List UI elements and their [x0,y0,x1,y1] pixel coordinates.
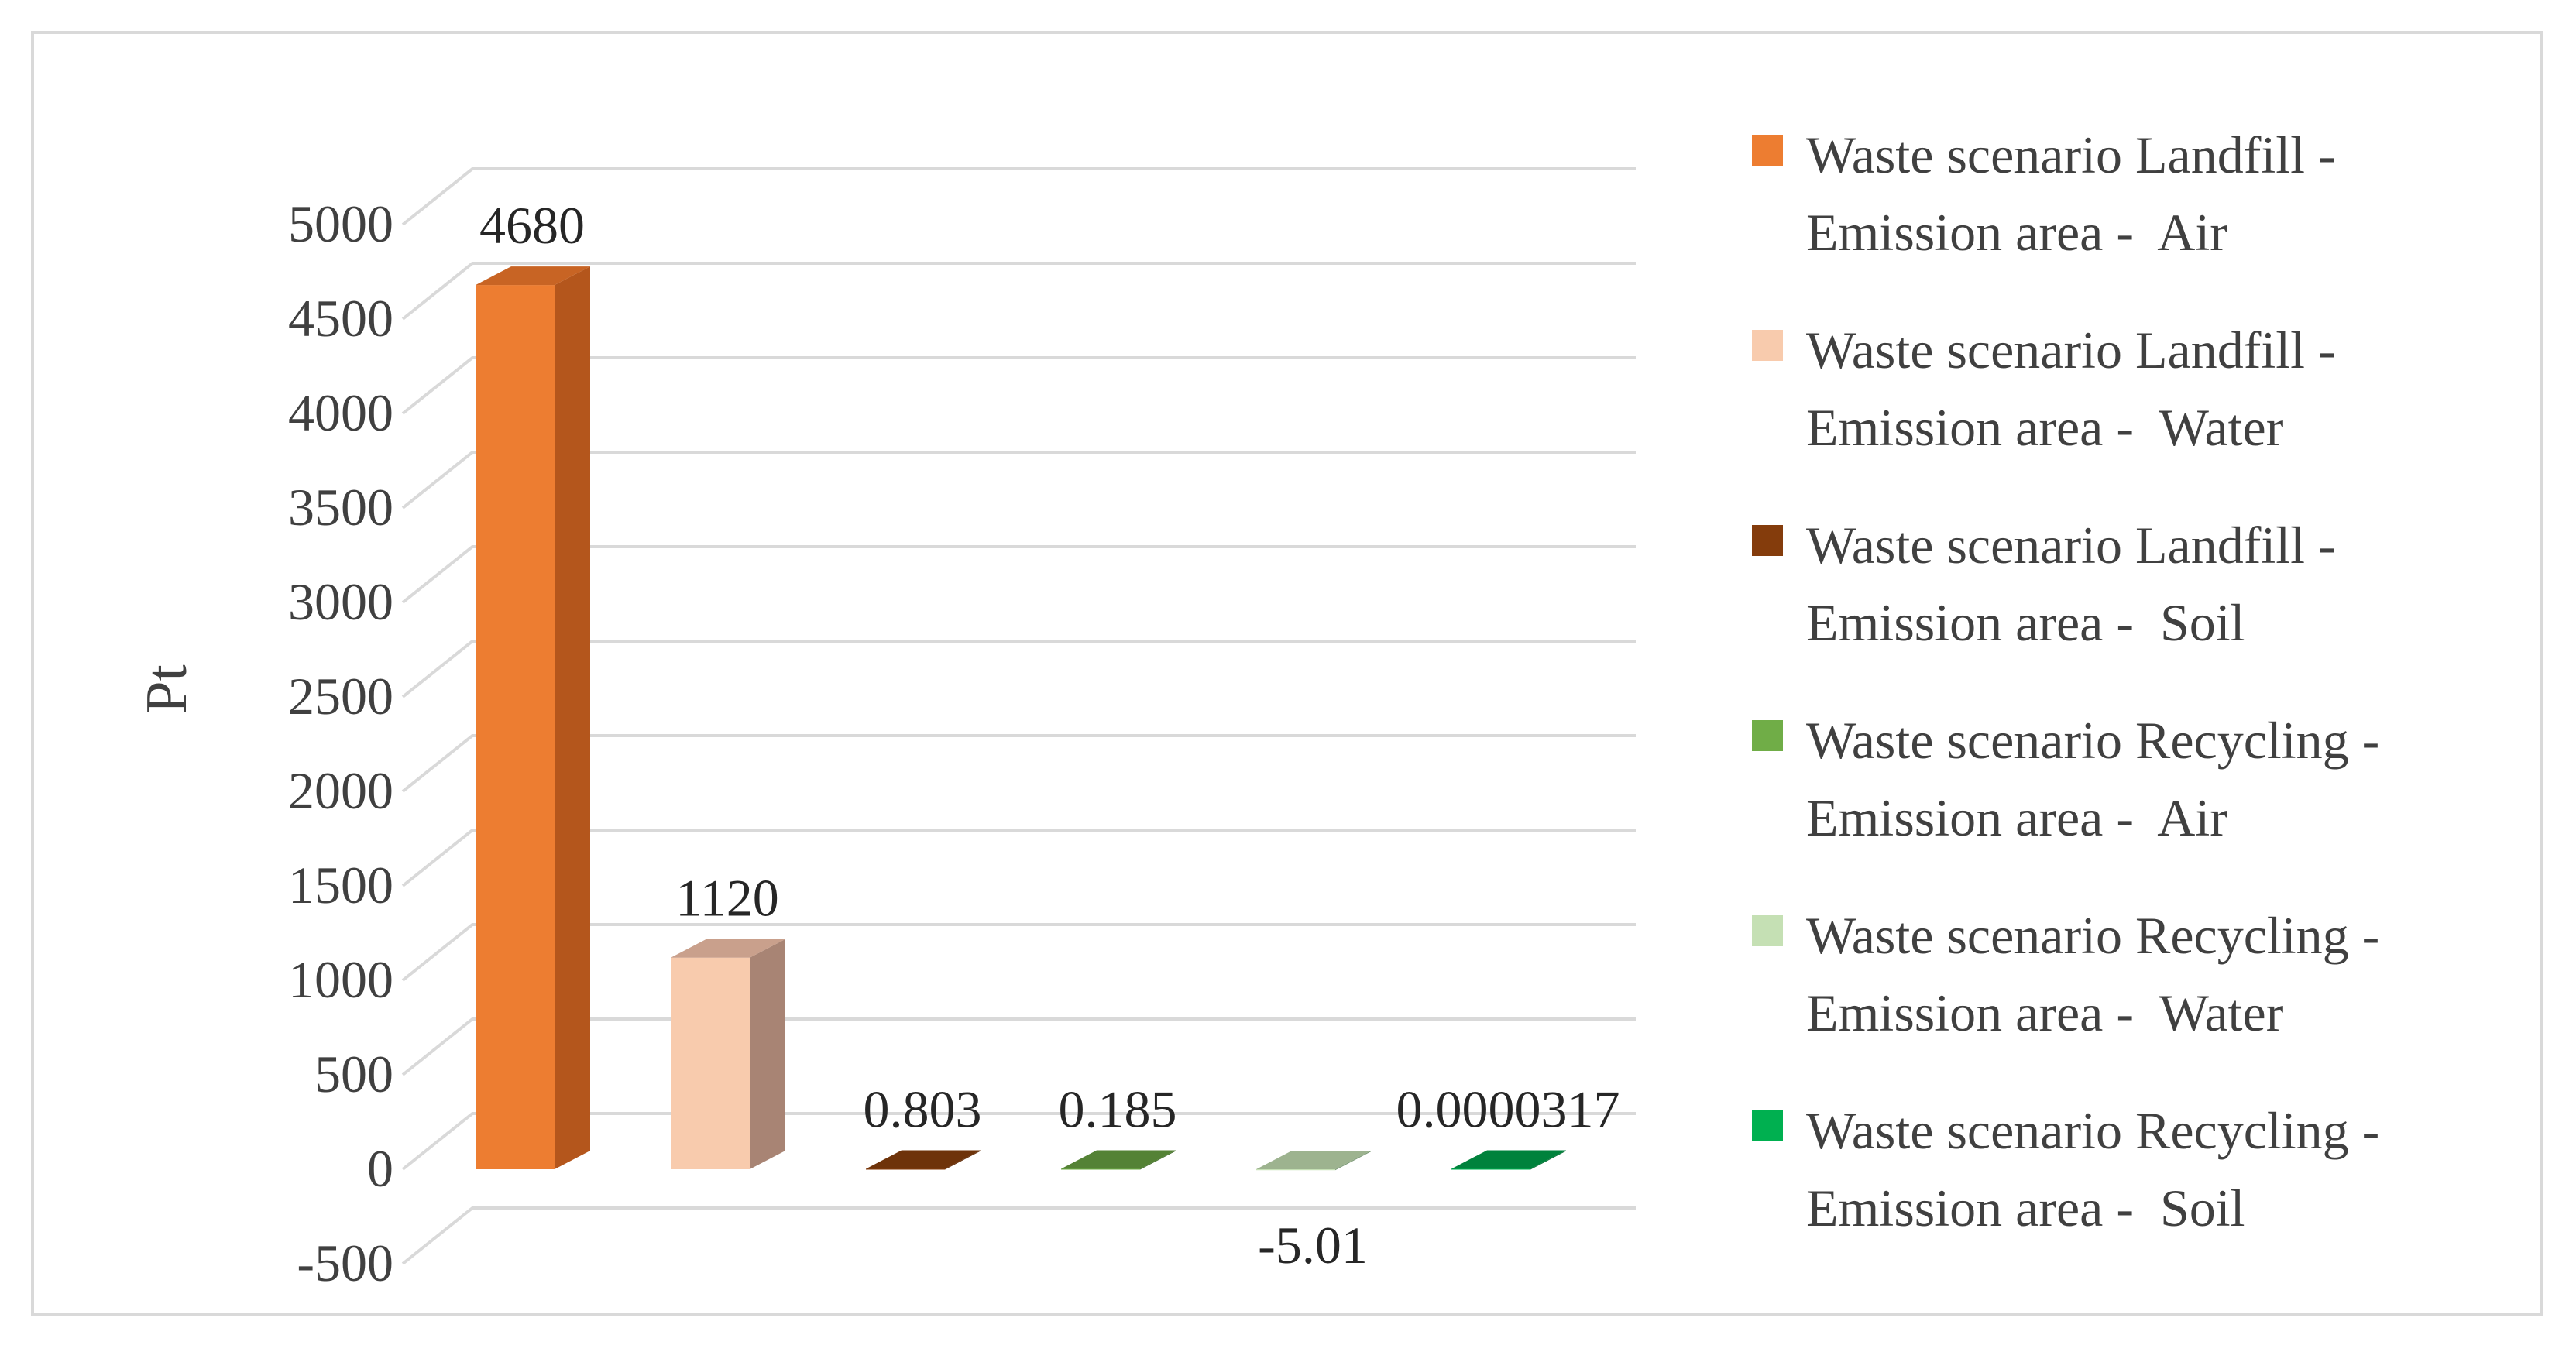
legend-label-line2: Emission area - Soil [1806,1179,2245,1237]
legend-item: Waste scenario Landfill - Emission area -… [1752,116,2557,311]
legend-label-line1: Waste scenario Recycling - [1806,1101,2380,1160]
bar-front [1061,1168,1140,1170]
bar-front [1256,1169,1335,1171]
bar-side [945,1150,981,1170]
gridline [401,640,1636,698]
bar [1061,1150,1176,1170]
data-label: 1120 [675,869,778,928]
gridlines [401,167,1636,1265]
gridline [401,451,1636,510]
gridline [401,262,1636,321]
gridline [401,1017,1636,1076]
bar-top [671,939,785,958]
bar [671,939,785,1169]
legend-label-line1: Waste scenario Landfill - [1806,516,2336,575]
gridline [401,356,1636,415]
legend-swatch [1752,135,1783,166]
bar-front [1451,1168,1530,1170]
y-axis-ticks: 5000450040003500300025002000150010005000… [288,194,393,1292]
bar-side [1140,1150,1176,1170]
legend-label-line2: Emission area - Air [1806,788,2227,847]
bar-side [555,266,590,1170]
gridline [401,545,1636,604]
y-tick-label: 3000 [288,572,393,631]
legend-label-line1: Waste scenario Recycling - [1806,906,2380,965]
bar [476,266,590,1170]
legend-label: Waste scenario Landfill - Emission area -… [1806,506,2336,661]
y-tick-label: 5000 [288,194,393,253]
gridline [401,167,1636,226]
legend-item: Waste scenario Recycling - Emission area … [1752,702,2557,897]
legend-label-line2: Emission area - Water [1806,983,2284,1042]
data-label: 0.0000317 [1396,1080,1620,1139]
legend-label: Waste scenario Recycling - Emission area … [1806,897,2379,1052]
gridline [401,923,1636,982]
y-tick-label: 3500 [288,478,393,537]
y-tick-label: 4000 [288,383,393,442]
legend-swatch [1752,720,1783,751]
bars [476,266,1566,1171]
gridline [401,734,1636,793]
y-tick-label: 2500 [288,667,393,726]
y-tick-label: 1500 [288,856,393,914]
data-labels: 4680 1120 0.803 0.185 -5.01 0.0000317 [479,196,1620,1275]
legend-label-line2: Emission area - Soil [1806,593,2245,652]
gridline [401,1112,1636,1171]
y-tick-label: 4500 [288,289,393,348]
y-tick-label: 1000 [288,950,393,1009]
legend-label-line2: Emission area - Water [1806,398,2284,457]
bar-front [866,1168,945,1170]
bar [1256,1151,1371,1171]
legend-label: Waste scenario Recycling - Emission area … [1806,702,2379,856]
bar-front [476,285,555,1170]
y-tick-label: 2000 [288,761,393,820]
gridline [401,1206,1636,1265]
legend-item: Waste scenario Landfill - Emission area -… [1752,506,2557,702]
bar-front [671,957,750,1169]
legend-label-line2: Emission area - Air [1806,203,2227,262]
chart-frame [31,31,2543,1316]
data-label: 4680 [479,196,585,255]
legend-item: Waste scenario Recycling - Emission area … [1752,897,2557,1092]
bar-top [1451,1150,1566,1169]
legend-item: Waste scenario Recycling - Emission area … [1752,1092,2557,1287]
legend-label: Waste scenario Recycling - Emission area … [1806,1092,2379,1247]
y-tick-label: -500 [297,1234,393,1292]
legend-label: Waste scenario Landfill - Emission area -… [1806,311,2336,466]
data-label: -5.01 [1258,1216,1368,1275]
bar [866,1150,981,1170]
bar-top [1061,1150,1176,1169]
legend-swatch [1752,330,1783,361]
legend-label-line1: Waste scenario Recycling - [1806,711,2380,770]
bar-side [1335,1151,1371,1171]
bar-top [866,1150,981,1169]
bar-side [750,939,785,1169]
bar-top [476,266,590,286]
legend-label-line1: Waste scenario Landfill - [1806,321,2336,379]
data-label: 0.803 [864,1080,982,1139]
y-tick-label: 500 [314,1045,393,1103]
y-axis-title: Pt [134,664,199,713]
legend-swatch [1752,1110,1783,1141]
y-tick-label: 0 [367,1139,393,1198]
legend: Waste scenario Landfill - Emission area -… [1752,116,2557,1287]
legend-label: Waste scenario Landfill - Emission area -… [1806,116,2336,271]
legend-swatch [1752,525,1783,556]
gridline [401,829,1636,887]
legend-swatch [1752,915,1783,946]
legend-label-line1: Waste scenario Landfill - [1806,125,2336,184]
bar [1451,1150,1566,1170]
data-label: 0.185 [1059,1080,1177,1139]
bar-side [1530,1150,1566,1170]
legend-item: Waste scenario Landfill - Emission area -… [1752,311,2557,506]
bar-top [1256,1151,1371,1169]
